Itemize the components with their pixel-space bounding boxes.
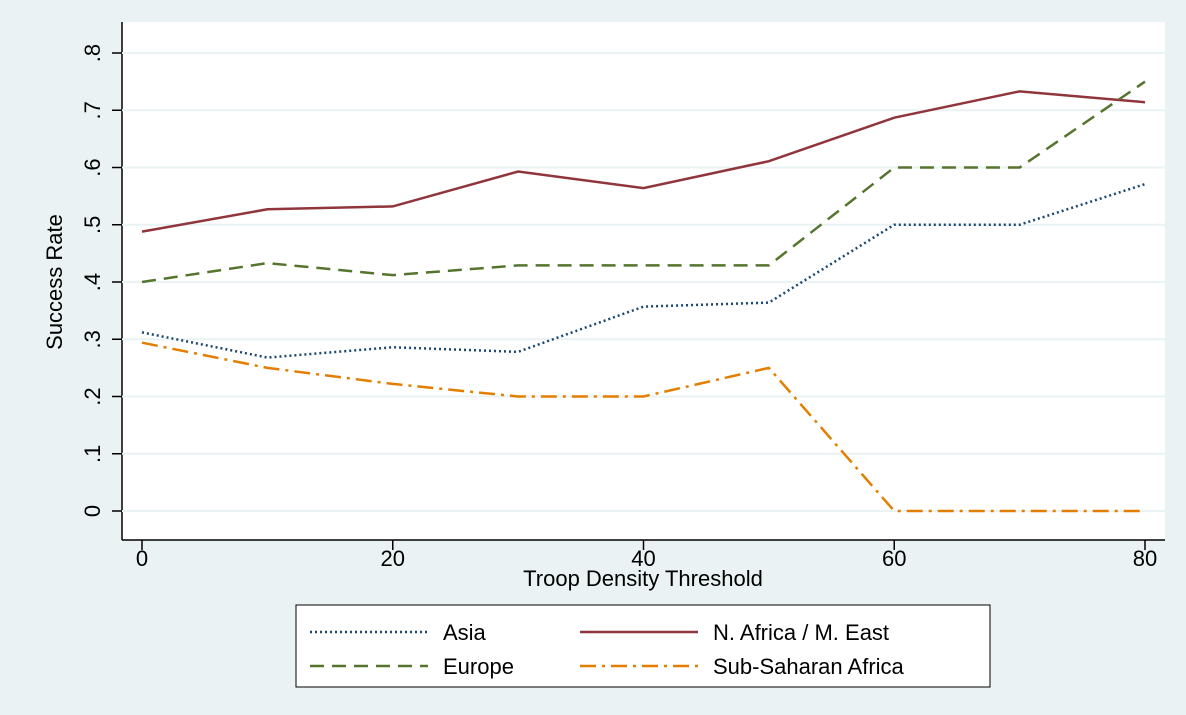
y-tick-label: .2	[80, 387, 105, 405]
legend-label: N. Africa / M. East	[713, 620, 889, 645]
legend-label: Europe	[443, 654, 514, 679]
legend-label: Sub-Saharan Africa	[713, 654, 905, 679]
y-axis-title: Success Rate	[42, 214, 67, 350]
x-axis-title: Troop Density Threshold	[523, 566, 763, 591]
y-tick-label: .4	[80, 273, 105, 291]
legend-label: Asia	[443, 620, 487, 645]
x-tick-label: 80	[1133, 546, 1157, 571]
y-tick-label: .7	[80, 101, 105, 119]
legend	[295, 604, 991, 688]
y-tick-label: .3	[80, 330, 105, 348]
x-tick-label: 60	[882, 546, 906, 571]
y-tick-label: .5	[80, 216, 105, 234]
x-tick-label: 0	[136, 546, 148, 571]
y-tick-label: 0	[80, 505, 105, 517]
series-line	[141, 341, 1145, 513]
series-line	[141, 80, 1146, 284]
x-tick-label: 20	[381, 546, 405, 571]
y-tick-label: .1	[80, 445, 105, 463]
x-tick-label: 40	[631, 546, 655, 571]
y-tick-label: .6	[80, 158, 105, 176]
y-tick-label: .8	[80, 44, 105, 62]
series-line	[141, 90, 1146, 233]
